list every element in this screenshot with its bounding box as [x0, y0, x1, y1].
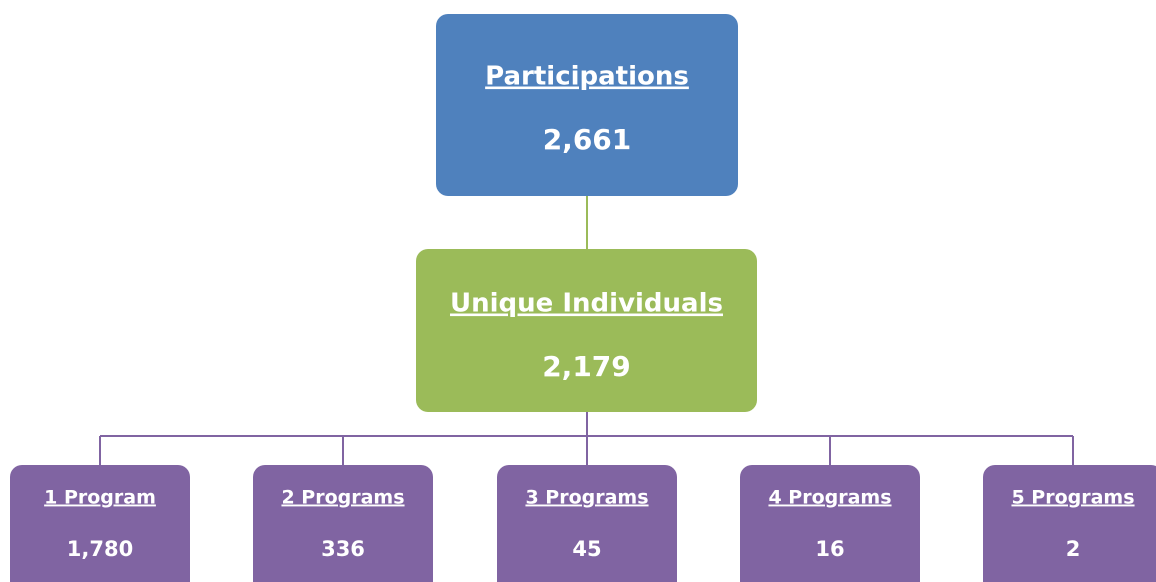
node-box — [983, 465, 1156, 582]
node-label: 5 Programs — [1011, 487, 1134, 509]
node-label: Participations — [485, 62, 689, 92]
node-value: 1,780 — [67, 537, 133, 561]
node-label: 3 Programs — [525, 487, 648, 509]
node-label: 4 Programs — [768, 487, 891, 509]
node-value: 45 — [572, 537, 601, 561]
node-box — [253, 465, 433, 582]
node-box — [10, 465, 190, 582]
node-value: 16 — [815, 537, 844, 561]
node-label: Unique Individuals — [450, 289, 723, 319]
node-box — [416, 249, 757, 412]
node-box — [740, 465, 920, 582]
node-value: 2,661 — [543, 123, 632, 156]
node-value: 336 — [321, 537, 365, 561]
node-box — [497, 465, 677, 582]
node-label: 1 Program — [44, 487, 156, 509]
node-label: 2 Programs — [281, 487, 404, 509]
node-box — [436, 14, 738, 196]
node-value: 2,179 — [542, 350, 631, 383]
node-value: 2 — [1066, 537, 1081, 561]
